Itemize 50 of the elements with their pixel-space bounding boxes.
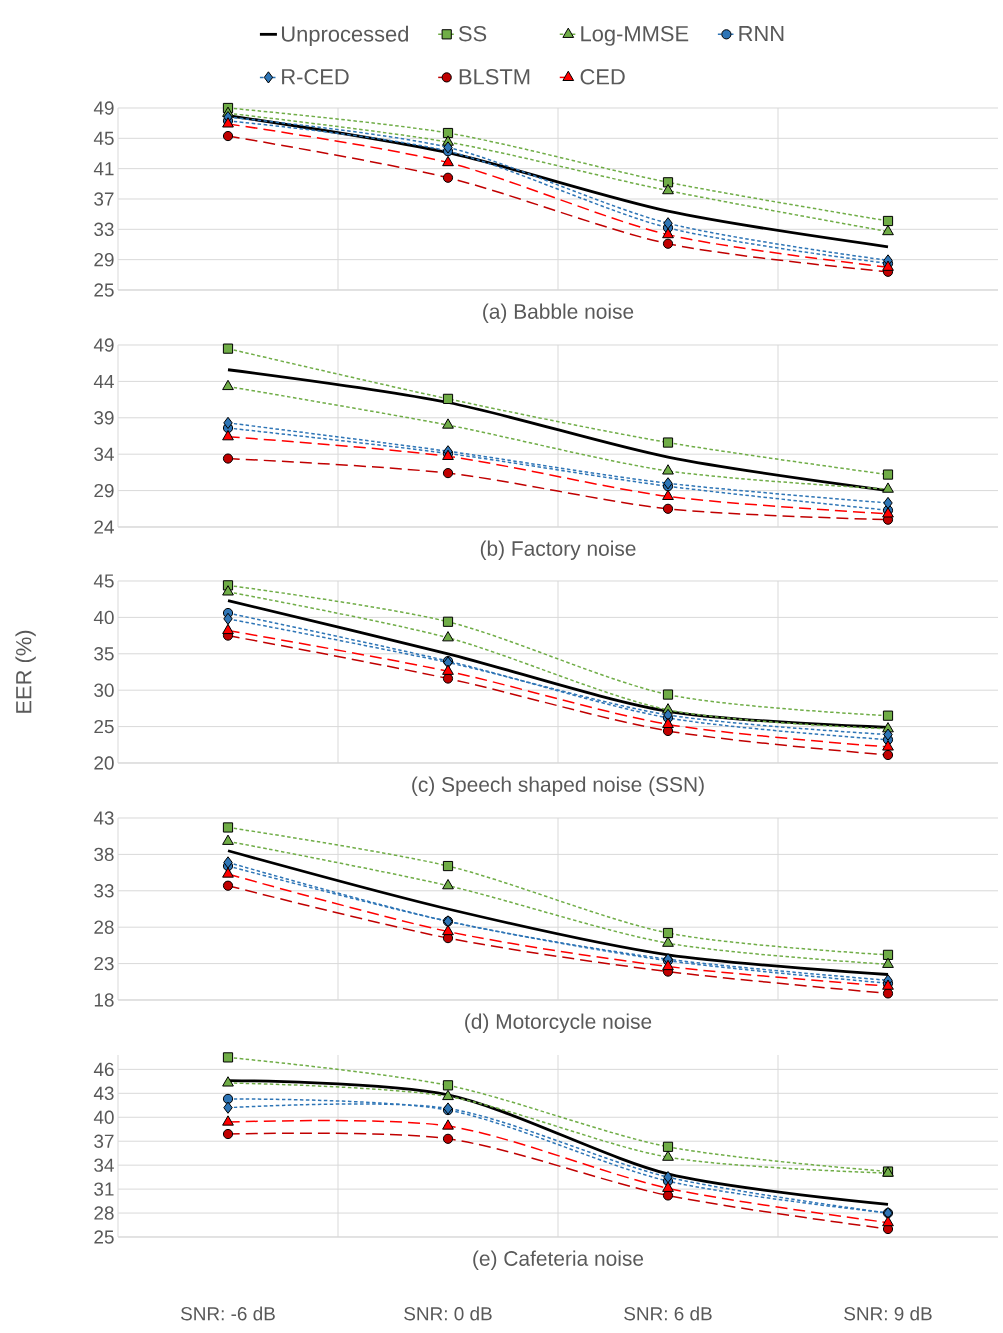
y-tick-label: 25 xyxy=(94,719,114,734)
text: (d) Motorcycle noise xyxy=(465,1013,652,1034)
y-tick-label: 41 xyxy=(93,162,114,176)
y-tick-label: 29 xyxy=(94,483,114,498)
y-tick-label: 25 xyxy=(94,283,114,297)
y-tick-label: 43 xyxy=(93,811,114,825)
y-tick-label: 40 xyxy=(93,610,114,625)
legend-label: CED xyxy=(580,69,625,85)
y-tick-label: 44 xyxy=(93,374,114,388)
y-tick-label: 25 xyxy=(94,1230,114,1244)
text: (b) Factory noise xyxy=(480,540,636,561)
y-tick-label: 49 xyxy=(93,101,114,115)
x-tick-label: SNR: 9 dB xyxy=(844,1306,932,1321)
y-tick-label: 43 xyxy=(93,1086,114,1101)
y-axis-title: EER (%) xyxy=(15,630,36,713)
y-tick-label: 33 xyxy=(94,222,114,237)
x-tick-label: SNR: 0 dB xyxy=(404,1306,492,1321)
y-tick-label: 34 xyxy=(94,1158,114,1172)
y-tick-label: 31 xyxy=(94,1182,114,1196)
y-tick-label: 37 xyxy=(94,1134,114,1148)
legend-label: Unprocessed xyxy=(282,25,409,47)
y-tick-label: 34 xyxy=(94,447,114,461)
y-tick-label: 18 xyxy=(94,993,114,1007)
legend-label: RNN xyxy=(739,26,784,42)
text: (e) Cafeteria noise xyxy=(473,1250,644,1271)
y-tick-label: 40 xyxy=(93,1110,114,1124)
y-tick-label: 20 xyxy=(94,756,114,770)
y-tick-label: 24 xyxy=(94,520,114,534)
y-tick-label: 28 xyxy=(94,1206,114,1220)
legend-label: SS xyxy=(458,25,487,42)
x-tick-label: SNR: -6 dB xyxy=(181,1306,275,1321)
y-tick-label: 30 xyxy=(94,683,114,697)
text: (a) Babble noise xyxy=(483,303,634,324)
y-tick-label: 45 xyxy=(93,131,114,145)
legend-label: Log-MMSE xyxy=(581,25,689,46)
y-tick-label: 35 xyxy=(94,647,114,661)
y-tick-label: 38 xyxy=(94,847,114,862)
y-tick-label: 39 xyxy=(94,411,114,425)
y-tick-label: 23 xyxy=(94,956,114,971)
y-tick-label: 46 xyxy=(93,1062,114,1077)
legend-label: R-CED xyxy=(282,69,349,85)
y-tick-label: 37 xyxy=(94,192,114,206)
legend-label: BLSTM xyxy=(459,69,530,85)
text: (c) Speech shaped noise (SSN) xyxy=(412,776,704,797)
y-tick-label: 29 xyxy=(94,252,114,267)
x-tick-label: SNR: 6 dB xyxy=(624,1306,712,1321)
y-tick-label: 45 xyxy=(93,574,114,588)
y-tick-label: 28 xyxy=(94,920,114,934)
y-tick-label: 49 xyxy=(93,338,114,352)
y-tick-label: 33 xyxy=(94,884,114,898)
